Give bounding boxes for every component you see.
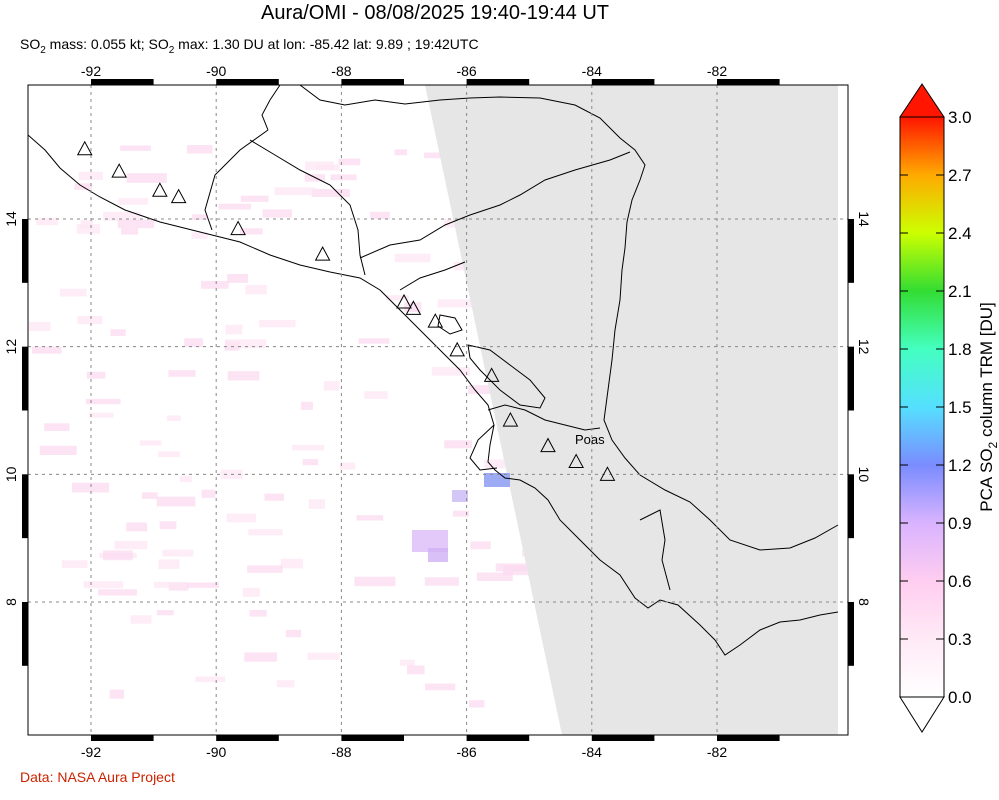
colorbar-tick-label: 2.4: [948, 224, 972, 243]
lon-tick-label-top: -88: [331, 63, 351, 79]
no-data-swath: [425, 85, 838, 735]
colorbar-tick-label: 2.1: [948, 282, 972, 301]
lat-tick-label-left: 12: [3, 339, 19, 355]
colorbar: 3.0 2.7 2.4 2.1 1.8 1.5 1.2 0.9 0.6 0.3 0.0 PCA SO…: [899, 83, 999, 733]
lon-tick-label-bottom: -92: [81, 744, 101, 760]
lat-tick-label-left: 8: [3, 598, 19, 606]
data-credit: Data: NASA Aura Project: [20, 769, 175, 785]
volcano-label-poas: Poas: [575, 432, 605, 447]
volcano-markers: [76, 140, 616, 481]
colorbar-tick-label: 0.3: [948, 630, 972, 649]
so2-summary: SO2 mass: 0.055 kt; SO2 max: 1.30 DU at …: [20, 35, 479, 60]
graticule: [28, 85, 848, 735]
so2-max-text: max: 1.30 DU at lon: -85.42 lat: 9.89 ; …: [174, 36, 479, 52]
volcano-marker: [483, 367, 500, 382]
lat-tick-label-left: 10: [3, 466, 19, 482]
map-border: [22, 79, 854, 741]
so2-mass-text: mass: 0.055 kt; SO: [45, 36, 169, 52]
volcano-marker: [396, 293, 412, 309]
lat-tick-label-right: 10: [856, 467, 872, 483]
volcano-marker: [111, 163, 128, 178]
colorbar-title-a: PCA SO: [977, 448, 996, 511]
volcano-marker: [230, 220, 246, 236]
colorbar-tick-label: 1.2: [948, 456, 972, 475]
lon-tick-label-top: -86: [456, 63, 476, 79]
colorbar-title-sub: 2: [986, 441, 999, 448]
lon-tick-label-bottom: -84: [582, 744, 602, 760]
lat-tick-label-right: 12: [856, 339, 872, 355]
lon-tick-label-bottom: -88: [331, 744, 351, 760]
colorbar-tick-label: 0.0: [948, 688, 972, 707]
volcano-marker: [314, 246, 331, 261]
so2-label-a: SO: [20, 36, 41, 52]
lon-tick-label-top: -92: [81, 63, 101, 79]
lon-tick-label-top: -90: [206, 63, 226, 79]
colorbar-title: PCA SO2 column TRM [DU]: [977, 302, 999, 512]
volcano-marker: [449, 341, 466, 357]
lon-tick-label-bottom: -82: [707, 744, 727, 760]
lon-tick-label-top: -82: [707, 63, 727, 79]
lat-tick-label-right: 8: [856, 598, 872, 606]
volcano-marker: [427, 313, 444, 328]
colorbar-tick-label: 2.7: [948, 166, 972, 185]
volcano-marker: [76, 140, 93, 156]
so2-max-pixel: [484, 473, 510, 487]
colorbar-title-b: column TRM [DU]: [977, 302, 996, 442]
volcano-marker: [405, 300, 422, 315]
so2-sub-b: 2: [168, 44, 175, 56]
axis-labels: -92 -92 -90 -90 -88 -88 -86 -86 -84 -84 -82 -82 14 14…: [3, 63, 872, 760]
lon-tick-label-bottom: -86: [456, 744, 476, 760]
colorbar-tick-label: 3.0: [948, 108, 972, 127]
colorbar-max-arrow: [899, 83, 945, 118]
volcano-marker: [152, 182, 168, 197]
volcano-marker: [170, 188, 187, 204]
lat-tick-label-left: 14: [3, 211, 19, 227]
lon-tick-label-top: -84: [582, 63, 602, 79]
volcano-marker: [568, 453, 584, 469]
so2-sub-a: 2: [40, 44, 46, 56]
volcano-marker: [540, 437, 556, 453]
colorbar-min-arrow: [899, 696, 945, 733]
coastlines: [28, 85, 839, 656]
colorbar-tick-label: 1.5: [948, 398, 972, 417]
map-title: Aura/OMI - 08/08/2025 19:40-19:44 UT: [261, 2, 609, 24]
colorbar-tick-label: 1.8: [948, 340, 972, 359]
lat-tick-label-right: 14: [856, 211, 872, 227]
volcano-marker: [599, 466, 616, 481]
colorbar-tick-label: 0.6: [948, 572, 972, 591]
volcano-marker: [502, 412, 519, 427]
so2-pixels: [29, 145, 621, 708]
lon-tick-label-bottom: -90: [206, 744, 226, 760]
colorbar-tick-label: 0.9: [948, 514, 972, 533]
